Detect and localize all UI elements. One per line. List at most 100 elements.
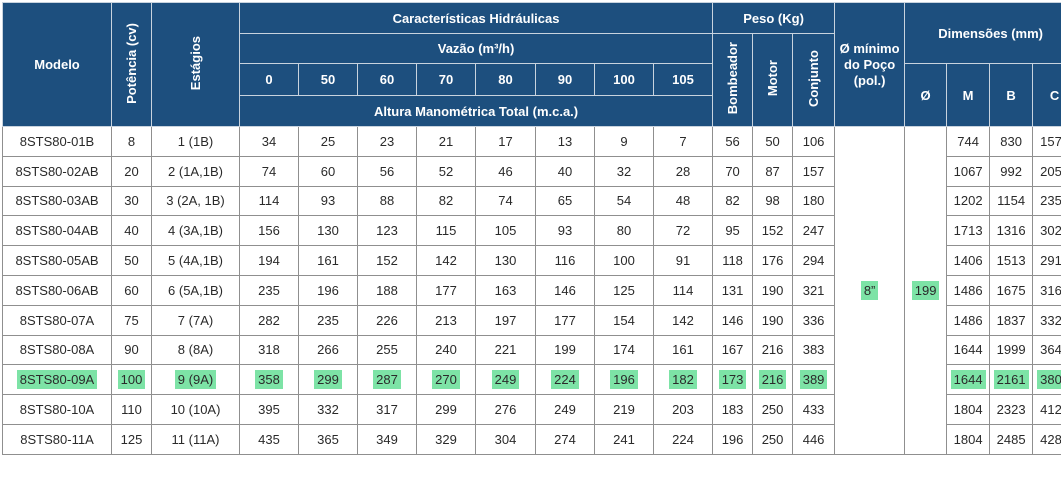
cell-altura: 276 <box>475 394 536 425</box>
cell-altura: 304 <box>475 423 536 455</box>
cell-dim-m: 1067 <box>946 155 991 187</box>
cell-motor: 87 <box>752 155 794 187</box>
cell-modelo: 8STS80-06AB <box>2 274 112 306</box>
cell-bombeador: 196 <box>712 423 754 455</box>
cell-altura: 219 <box>594 394 654 425</box>
header-peso: Peso (Kg) <box>712 2 836 34</box>
header-vazao-value: 50 <box>298 63 358 96</box>
cell-dim-m: 1406 <box>946 245 991 276</box>
cell-dim-b: 1837 <box>989 304 1034 336</box>
cell-dim-c: 3029 <box>1032 215 1061 247</box>
cell-modelo: 8STS80-05AB <box>2 245 112 276</box>
cell-dim-m: 1804 <box>946 394 991 425</box>
cell-altura: 52 <box>416 155 476 187</box>
cell-altura: 152 <box>357 245 417 276</box>
cell-altura: 82 <box>416 185 476 217</box>
cell-altura: 142 <box>416 245 476 276</box>
cell-altura: 23 <box>357 126 417 157</box>
cell-altura: 274 <box>535 423 595 455</box>
cell-estagios: 7 (7A) <box>151 304 240 336</box>
cell-altura: 240 <box>416 334 476 366</box>
cell-conjunto: 247 <box>792 215 836 247</box>
header-caracteristicas: Características Hidráulicas <box>238 2 714 34</box>
cell-altura: 203 <box>652 394 714 425</box>
cell-altura: 249 <box>535 394 595 425</box>
cell-potencia: 100 <box>111 364 152 396</box>
diam-value: 199 <box>911 280 940 300</box>
cell-altura: 163 <box>475 274 536 306</box>
cell-modelo: 8STS80-10A <box>2 394 112 425</box>
poco-value: 8” <box>860 280 879 300</box>
cell-altura: 130 <box>298 215 358 247</box>
highlight-mark: 358 <box>255 370 283 390</box>
cell-altura: 332 <box>298 394 358 425</box>
cell-potencia: 50 <box>111 245 152 276</box>
cell-motor: 216 <box>752 334 794 366</box>
cell-potencia: 110 <box>111 394 152 425</box>
cell-altura: 156 <box>239 215 299 247</box>
cell-altura: 329 <box>416 423 476 455</box>
cell-altura: 224 <box>535 364 595 396</box>
header-estagios: Estágios <box>151 2 240 127</box>
cell-altura: 182 <box>652 364 714 396</box>
header-modelo: Modelo <box>2 2 112 127</box>
highlight-mark: 216 <box>758 370 787 390</box>
cell-altura: 80 <box>594 215 654 247</box>
table-row: 8STS80-08A 90 8 (8A) 318 266 255 240 221 199 174 1… <box>2 334 1061 366</box>
table-row: 8STS80-10A 110 10 (10A) 395 332 317 299 276 249 2… <box>2 394 1061 425</box>
highlight-mark: 100 <box>117 370 146 390</box>
cell-altura: 199 <box>535 334 595 366</box>
cell-dim-b: 2323 <box>989 394 1034 425</box>
cell-bombeador: 183 <box>712 394 754 425</box>
highlight-mark: 389 <box>799 370 828 390</box>
header-conjunto: Conjunto <box>792 33 836 127</box>
cell-altura: 299 <box>416 394 476 425</box>
cell-dim-m: 1486 <box>946 274 991 306</box>
cell-altura: 282 <box>239 304 299 336</box>
cell-altura: 34 <box>239 126 299 157</box>
cell-dim-b: 992 <box>989 155 1034 187</box>
cell-dim-m: 1713 <box>946 215 991 247</box>
table-row: 8STS80-11A 125 11 (11A) 435 365 349 329 304 274 2… <box>2 423 1061 455</box>
cell-altura: 194 <box>239 245 299 276</box>
cell-modelo: 8STS80-04AB <box>2 215 112 247</box>
cell-estagios: 4 (3A,1B) <box>151 215 240 247</box>
cell-altura: 270 <box>416 364 476 396</box>
cell-dim-b: 1154 <box>989 185 1034 217</box>
cell-bombeador: 82 <box>712 185 754 217</box>
cell-altura: 114 <box>652 274 714 306</box>
cell-dim-c: 3805 <box>1032 364 1061 396</box>
cell-altura: 115 <box>416 215 476 247</box>
cell-potencia: 8 <box>111 126 152 157</box>
cell-altura: 177 <box>535 304 595 336</box>
cell-altura: 54 <box>594 185 654 217</box>
header-vazao-value: 80 <box>475 63 536 96</box>
cell-altura: 116 <box>535 245 595 276</box>
cell-estagios: 3 (2A, 1B) <box>151 185 240 217</box>
table-row: 8STS80-02AB 20 2 (1A,1B) 74 60 56 52 46 40 32 28 70… <box>2 155 1061 187</box>
cell-altura: 91 <box>652 245 714 276</box>
cell-dim-m: 1644 <box>946 364 991 396</box>
highlight-mark: 2161 <box>993 370 1029 390</box>
cell-altura: 154 <box>594 304 654 336</box>
highlight-mark: 8STS80-09A <box>16 370 98 390</box>
cell-altura: 142 <box>652 304 714 336</box>
header-dim-b: B <box>989 63 1034 127</box>
cell-dim-c: 2059 <box>1032 155 1061 187</box>
table-row: 8STS80-07A 75 7 (7A) 282 235 226 213 197 177 154 1… <box>2 304 1061 336</box>
cell-dim-c: 4127 <box>1032 394 1061 425</box>
cell-altura: 100 <box>594 245 654 276</box>
cell-modelo: 8STS80-09A <box>2 364 112 396</box>
cell-dim-c: 2356 <box>1032 185 1061 217</box>
cell-dim-b: 1999 <box>989 334 1034 366</box>
header-vazao-value: 60 <box>357 63 417 96</box>
cell-bombeador: 146 <box>712 304 754 336</box>
cell-altura: 7 <box>652 126 714 157</box>
cell-estagios: 9 (9A) <box>151 364 240 396</box>
highlight-mark: 1644 <box>950 370 986 390</box>
header-dim-m: M <box>946 63 991 127</box>
cell-altura: 93 <box>298 185 358 217</box>
cell-conjunto: 389 <box>792 364 836 396</box>
cell-dim-c: 1574 <box>1032 126 1061 157</box>
table-body: 8STS80-01B 8 1 (1B) 34 25 23 21 17 13 9 7 56 50 106 8”… <box>2 126 1061 455</box>
